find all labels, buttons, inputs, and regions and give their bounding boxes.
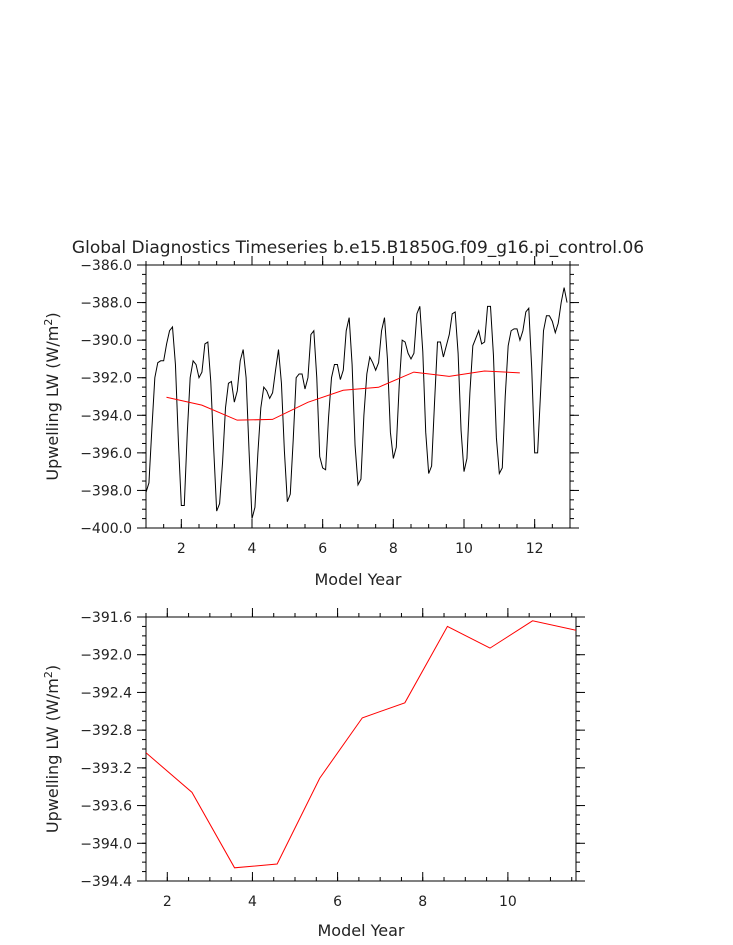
y-tick-label: −393.2 (80, 761, 132, 777)
x-axis-label: Model Year (318, 921, 405, 940)
annual-mean-series-line (166, 370, 520, 421)
y-tick-label: −394.0 (80, 836, 132, 852)
y-axis-label: Upwelling LW (W/m2) (42, 665, 62, 833)
annual-mean-series-line (146, 620, 576, 869)
x-tick-label: 2 (177, 541, 186, 557)
x-axis-label: Model Year (315, 570, 402, 589)
y-tick-label: −394.4 (80, 874, 132, 890)
x-tick-label: 6 (318, 541, 327, 557)
x-tick-label: 8 (389, 541, 398, 557)
y-tick-label: −394.0 (80, 408, 132, 424)
chart-title: Global Diagnostics Timeseries b.e15.B185… (72, 238, 644, 258)
x-tick-label: 4 (248, 541, 257, 557)
y-tick-label: −388.0 (80, 296, 132, 312)
y-tick-label: −392.4 (80, 685, 132, 701)
x-tick-label: 2 (163, 894, 172, 910)
top-panel: 2 4 6 8 10 12 −400.0 −398.0 −396.0 −394.0 −392.0 −3… (42, 256, 579, 589)
bottom-panel: 2 4 6 8 10 −394.4 −394.0 −393.6 −393.2 −392.8 −392… (42, 608, 585, 940)
x-tick-label: 8 (418, 894, 427, 910)
x-tick-label: 10 (499, 894, 517, 910)
y-tick-label: −400.0 (80, 521, 132, 537)
y-axis-label: Upwelling LW (W/m2) (42, 312, 62, 480)
monthly-series-line (146, 287, 568, 519)
y-tick-label: −392.8 (80, 723, 132, 739)
x-tick-label: 12 (526, 541, 544, 557)
x-tick-label: 6 (333, 894, 342, 910)
x-tick-label: 10 (455, 541, 473, 557)
y-tick-label: −391.6 (80, 610, 132, 626)
y-tick-label: −392.0 (80, 371, 132, 387)
x-tick-label: 4 (248, 894, 257, 910)
y-tick-label: −386.0 (80, 258, 132, 274)
plot-frame (145, 264, 571, 529)
y-tick-label: −390.0 (80, 333, 132, 349)
plot-frame (145, 616, 577, 882)
y-tick-label: −393.6 (80, 799, 132, 815)
y-tick-label: −398.0 (80, 483, 132, 499)
y-tick-label: −392.0 (80, 648, 132, 664)
y-tick-label: −396.0 (80, 446, 132, 462)
